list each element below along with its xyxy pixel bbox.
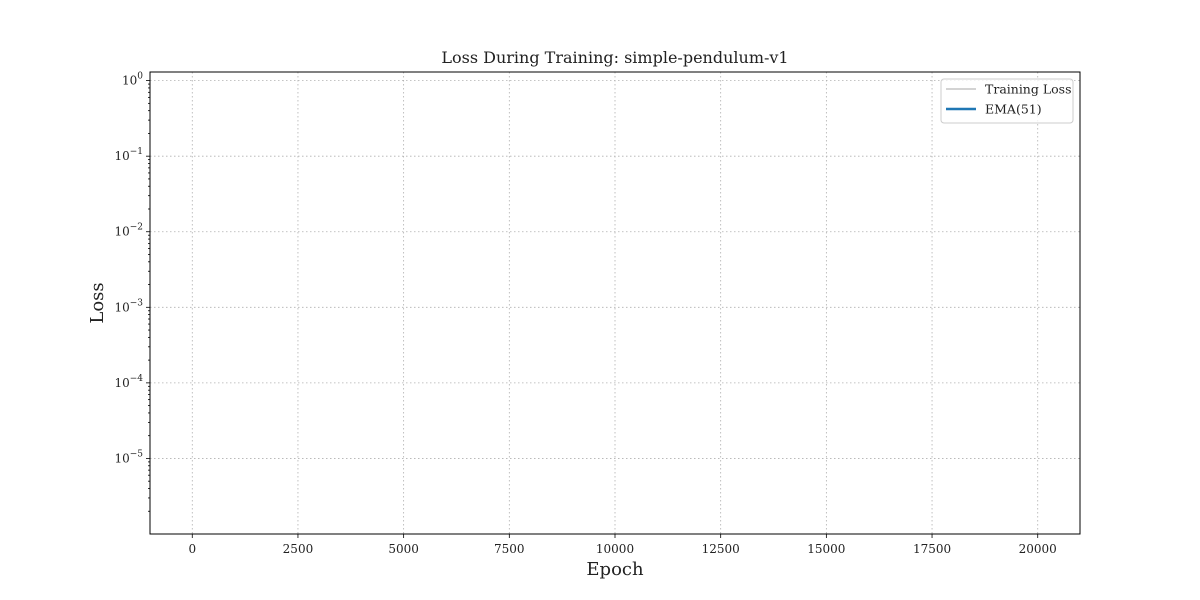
legend: Training Loss EMA(51) xyxy=(940,78,1074,124)
y-tick-label: 100 xyxy=(122,72,143,88)
chart-title: Loss During Training: simple-pendulum-v1 xyxy=(441,48,788,67)
y-tick-label: 10−1 xyxy=(114,147,143,163)
legend-label-ema: EMA(51) xyxy=(985,102,1042,117)
x-tick-label: 0 xyxy=(188,542,196,556)
y-tick-label: 10−4 xyxy=(114,374,143,390)
x-tick-label: 15000 xyxy=(807,542,845,556)
y-axis-label: Loss xyxy=(87,282,108,323)
x-axis-label: Epoch xyxy=(586,559,644,580)
x-tick-label: 2500 xyxy=(283,542,314,556)
x-tick-label: 7500 xyxy=(494,542,525,556)
x-tick-label: 20000 xyxy=(1019,542,1057,556)
legend-label-training-loss: Training Loss xyxy=(985,82,1072,97)
y-tick-label: 10−5 xyxy=(114,449,143,465)
y-tick-label: 10−3 xyxy=(114,298,143,314)
x-axis-ticks: 0 2500 5000 7500 10000 12500 15000 17500 20000 xyxy=(188,534,1057,556)
x-tick-label: 17500 xyxy=(913,542,951,556)
y-axis-ticks: 100 10−1 10−2 10−3 10−4 10−5 xyxy=(114,72,150,512)
x-tick-label: 12500 xyxy=(702,542,740,556)
x-tick-label: 10000 xyxy=(596,542,634,556)
x-tick-label: 5000 xyxy=(388,542,419,556)
y-tick-label: 10−2 xyxy=(114,223,143,239)
grid xyxy=(150,72,1080,534)
